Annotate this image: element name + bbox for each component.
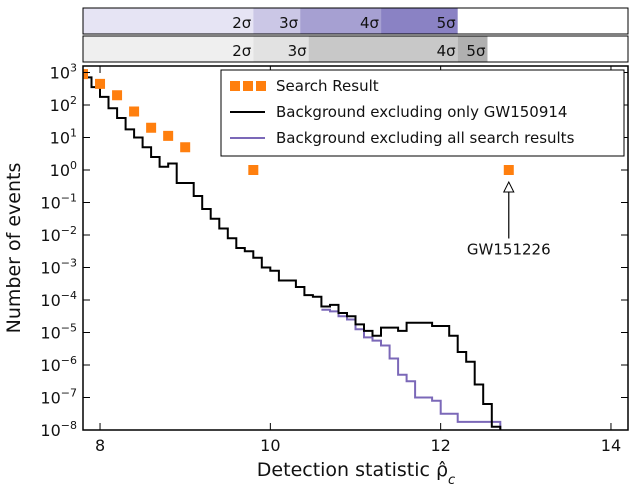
- x-axis-title-main: Detection statistic ρ̂: [257, 459, 448, 481]
- plot-inner: [83, 69, 514, 430]
- sigma-band-segment: [253, 36, 309, 62]
- search-result-point: [146, 122, 157, 133]
- y-tick-label: 10−5: [40, 322, 77, 343]
- sigma-label: 2σ: [232, 42, 252, 60]
- x-tick-label: 12: [430, 436, 450, 455]
- y-tick-label: 101: [50, 127, 77, 148]
- legend-label: Background excluding only GW150914: [276, 103, 567, 121]
- y-tick-label: 10−2: [40, 224, 77, 245]
- legend-box: [220, 69, 625, 157]
- legend-marker: [230, 81, 240, 91]
- legend: Search Result Background excluding only G…: [220, 69, 625, 157]
- search-result-point: [129, 106, 140, 117]
- x-tick-label: 8: [95, 436, 105, 455]
- y-tick-label: 10−6: [40, 354, 77, 375]
- y-tick-label: 10−3: [40, 257, 77, 278]
- sigma-label: 4σ: [360, 14, 380, 32]
- search-result-point: [503, 165, 514, 175]
- sigma-band-segment: [83, 8, 254, 34]
- y-tick-label: 102: [50, 94, 77, 115]
- sigma-label: 3σ: [288, 42, 308, 60]
- legend-label: Background excluding all search results: [276, 129, 575, 147]
- search-result-point: [248, 165, 259, 175]
- sigma-band-segment: [300, 8, 382, 34]
- x-tick-label: 14: [601, 436, 621, 455]
- y-tick-label: 10−1: [40, 192, 77, 213]
- legend-label: Search Result: [276, 77, 379, 95]
- sigma-band-segment: [83, 36, 254, 62]
- y-tick-label: 100: [50, 159, 77, 180]
- sigma-label: 5σ: [437, 14, 457, 32]
- search-result-point: [163, 130, 174, 141]
- y-tick-label: 10−4: [40, 289, 77, 310]
- search-result-point: [83, 69, 88, 80]
- x-axis-title-sub: c: [448, 473, 455, 488]
- sigma-label: 4σ: [437, 42, 457, 60]
- y-tick-label: 10−7: [40, 387, 77, 408]
- annotation-label: GW151226: [467, 241, 551, 259]
- search-result-point: [95, 78, 106, 89]
- legend-marker: [243, 81, 253, 91]
- sigma-band-segment: [457, 36, 488, 62]
- series-line: [321, 308, 502, 430]
- x-tick-label: 10: [260, 436, 280, 455]
- y-axis-title: Number of events: [3, 163, 25, 334]
- sigma-label: 2σ: [232, 14, 252, 32]
- series-line: [83, 76, 502, 430]
- axes: 8 10 12 14 10−8 10−7 10−6 10−5 10−4 10−3 10−2 10−1 1…: [40, 62, 629, 455]
- sigma-band-frame: [82, 35, 629, 63]
- y-tick-label: 10−8: [40, 419, 77, 440]
- plot-frame: [82, 65, 629, 431]
- sigma-band-segment: [253, 8, 301, 34]
- x-axis-title: Detection statistic ρ̂c: [257, 459, 455, 488]
- sigma-band-segment: [381, 8, 458, 34]
- search-result-point: [180, 142, 191, 153]
- y-tick-label: 103: [50, 62, 77, 83]
- sigma-label: 5σ: [466, 42, 486, 60]
- plot-area: GW151226: [83, 69, 551, 430]
- search-result-point: [112, 90, 123, 101]
- legend-marker: [256, 81, 266, 91]
- sigma-label: 3σ: [279, 14, 299, 32]
- sigma-band-frame: [82, 7, 629, 35]
- annotation-arrow-head: [502, 180, 515, 193]
- sigma-bands: 2σ 3σ 4σ 5σ 2σ 3σ 4σ 5σ: [82, 7, 629, 63]
- sigma-band-segment: [308, 36, 458, 62]
